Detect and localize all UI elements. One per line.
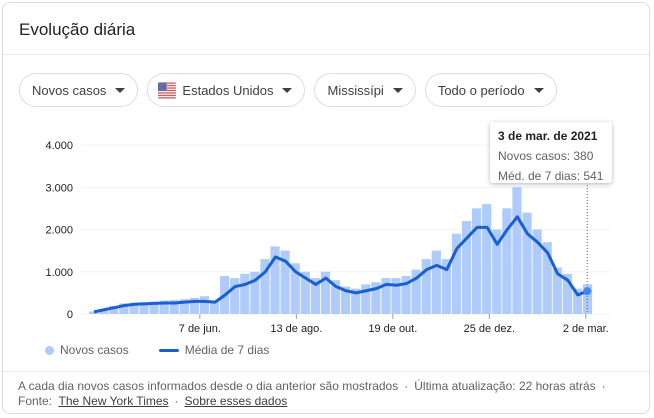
cases-bar — [512, 187, 522, 314]
cases-bar — [461, 221, 472, 314]
cases-bar — [330, 280, 341, 314]
legend-bars-label: Novos casos — [60, 343, 129, 357]
cases-bar — [159, 300, 169, 314]
footer: A cada dia novos casos informados desde … — [18, 379, 612, 409]
cases-bar — [381, 278, 391, 314]
cases-bar — [260, 259, 270, 314]
cases-bar — [421, 259, 431, 314]
cases-bar — [250, 271, 260, 314]
bars-legend-swatch — [45, 345, 54, 355]
about-data-link[interactable]: Sobre esses dados — [184, 394, 288, 408]
separator: · — [601, 379, 606, 393]
cases-bar — [149, 301, 159, 314]
cases-bar — [139, 302, 149, 314]
cases-bar — [451, 233, 462, 314]
footer-note: A cada dia novos casos informados desde … — [18, 379, 399, 393]
cases-bar — [391, 278, 401, 314]
cases-bar — [472, 208, 482, 314]
cases-bar — [361, 284, 371, 314]
cases-bar — [300, 271, 310, 314]
cases-bar — [411, 269, 421, 314]
x-tick-label: 25 de dez. — [464, 323, 515, 335]
footer-divider — [3, 371, 649, 372]
cases-bar — [441, 259, 451, 314]
cases-bar — [341, 286, 351, 314]
y-tick-label: 1.000 — [45, 267, 73, 279]
y-tick-label: 4.000 — [45, 140, 73, 152]
cases-bar — [572, 288, 583, 314]
cases-bar — [209, 301, 220, 314]
x-tick-label: 13 de ago. — [270, 323, 322, 335]
header-divider — [3, 54, 649, 55]
y-tick-label: 0 — [67, 309, 73, 321]
cases-bar — [401, 275, 411, 314]
caret-down-icon — [533, 87, 544, 93]
source-link[interactable]: The New York Times — [58, 394, 169, 408]
y-tick-label: 2.000 — [45, 225, 73, 237]
cases-bar — [189, 297, 199, 314]
cases-bar — [371, 282, 381, 314]
us-flag-icon — [158, 81, 177, 99]
cases-bar — [270, 246, 280, 314]
period-dropdown[interactable]: Todo o período — [424, 73, 557, 107]
x-tick-label: 19 de out. — [368, 323, 417, 335]
cases-bar — [230, 278, 240, 314]
cases-bar — [320, 271, 331, 314]
cases-bar — [280, 250, 290, 314]
cases-bar — [492, 229, 502, 314]
state-dropdown-label: Mississípi — [327, 82, 384, 98]
cases-bar — [562, 273, 572, 314]
cases-bar — [129, 302, 139, 314]
metric-dropdown-label: Novos casos — [32, 82, 107, 98]
source-label: Fonte: — [18, 394, 53, 408]
cases-bar — [290, 263, 300, 314]
cases-bar — [522, 212, 532, 314]
chart-tooltip: 3 de mar. de 2021 Novos casos: 380 Méd. … — [490, 122, 612, 183]
cases-bar — [532, 229, 542, 314]
legend-line-label: Média de 7 dias — [184, 343, 270, 357]
cases-bar — [502, 208, 512, 314]
chart-legend: Novos casos Média de 7 dias — [45, 343, 269, 357]
line-legend-swatch — [158, 348, 179, 352]
country-dropdown-label: Estados Unidos — [182, 82, 274, 98]
metric-dropdown[interactable]: Novos casos — [19, 73, 139, 107]
cases-bar — [552, 267, 562, 314]
daily-evolution-card: Evolução diária Novos casos Estados Unid… — [2, 2, 650, 414]
cases-bar — [240, 273, 250, 314]
y-tick-label: 3.000 — [45, 182, 73, 194]
last-updated: Última atualização: 22 horas atrás — [414, 379, 596, 393]
country-dropdown[interactable]: Estados Unidos — [147, 73, 306, 107]
tooltip-avg: Méd. de 7 dias: 541 — [498, 169, 604, 183]
cases-bar — [351, 288, 361, 314]
separator: · — [174, 394, 179, 408]
x-tick-label: 2 de mar. — [563, 323, 609, 335]
caret-down-icon — [115, 87, 126, 93]
caret-down-icon — [392, 87, 403, 93]
cases-bar — [179, 299, 189, 314]
cases-bar — [89, 311, 99, 314]
separator: · — [404, 379, 409, 393]
state-dropdown[interactable]: Mississípi — [314, 73, 416, 107]
avg-line — [93, 215, 589, 314]
cases-bar — [169, 300, 179, 314]
caret-down-icon — [282, 87, 293, 93]
filter-bar: Novos casos Estados Unidos Mississípi To… — [19, 73, 557, 107]
cases-bar — [199, 296, 210, 314]
period-dropdown-label: Todo o período — [437, 82, 525, 98]
x-tick-label: 7 de jun. — [179, 323, 221, 335]
tooltip-date: 3 de mar. de 2021 — [498, 129, 598, 143]
cases-bar — [542, 242, 552, 314]
cases-bar — [310, 278, 320, 314]
card-title: Evolução diária — [19, 20, 136, 39]
cases-bar — [119, 303, 129, 314]
tooltip-cases: Novos casos: 380 — [498, 149, 594, 163]
cases-chart[interactable]: 0 1.000 2.000 3.000 4.000 7 de jun. 13 de ago.… — [1, 1, 649, 341]
cases-bar — [99, 308, 109, 314]
cases-bar — [482, 204, 492, 314]
cases-bar — [109, 305, 119, 314]
cases-bar — [431, 250, 441, 314]
hover-point — [583, 287, 592, 296]
